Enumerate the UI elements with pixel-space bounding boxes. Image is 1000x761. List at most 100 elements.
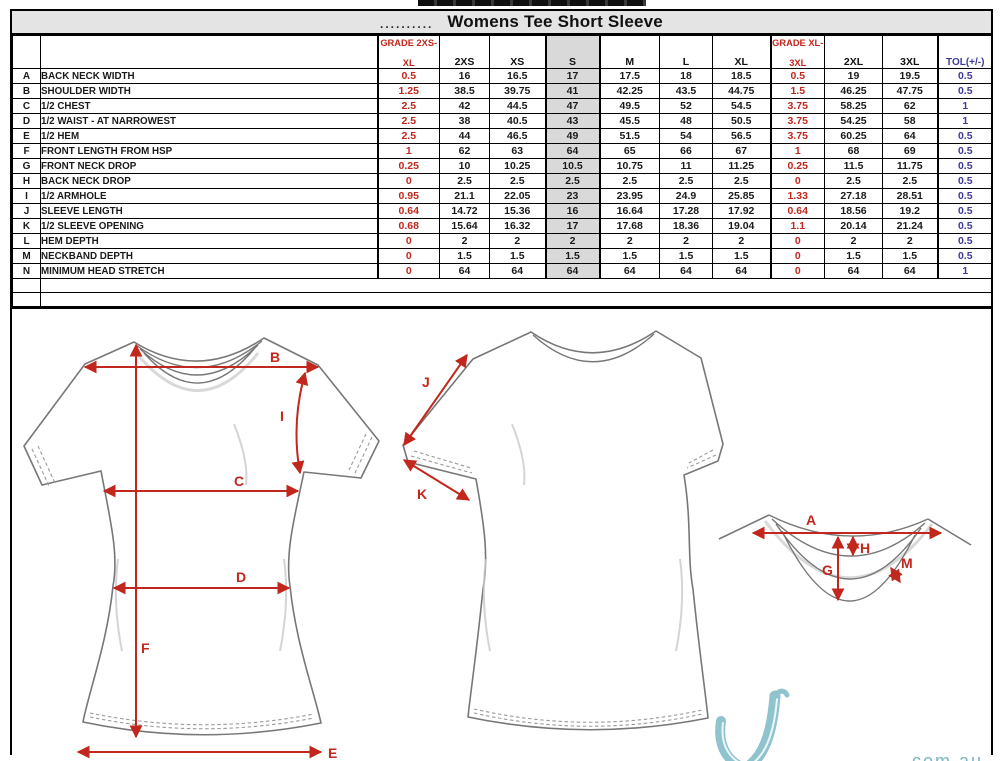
size-value-cell: 1.5 — [882, 248, 938, 264]
size-value-cell: 15.36 — [489, 203, 546, 219]
table-row: D 1/2 WAIST - AT NARROWEST 2.5 38 40.5 43 45.5… — [12, 113, 993, 129]
spec-table-empty — [12, 278, 993, 307]
size-value-cell: 18.36 — [659, 218, 713, 234]
grade-high-line1: GRADE XL- — [772, 38, 824, 48]
size-value-cell: 2.5 — [712, 173, 771, 189]
size-value-cell: 2.5 — [599, 173, 660, 189]
size-value-cell: 27.18 — [824, 188, 883, 204]
tolerance-cell: 0.5 — [936, 128, 993, 144]
size-value-cell: 56.5 — [712, 128, 771, 144]
row-letter-cell: L — [12, 233, 41, 249]
table-row: E 1/2 HEM 2.5 44 46.5 49 51.5 54 56.5 3.75 60.25 64… — [12, 128, 993, 144]
size-value-cell: 15.64 — [439, 218, 490, 234]
grade-high-cell: 1.5 — [769, 83, 825, 99]
size-value-cell: 23 — [544, 188, 601, 204]
size-value-cell: 16 — [544, 203, 601, 219]
front-tee-drawing: B C D F E I — [23, 337, 380, 761]
header-size-l: L — [659, 35, 713, 69]
label-D: D — [236, 569, 246, 585]
header-name — [40, 35, 378, 69]
header-size-s: S — [544, 35, 601, 69]
size-value-cell: 64 — [544, 143, 601, 159]
size-value-cell: 1.5 — [489, 248, 546, 264]
size-value-cell: 64 — [544, 263, 601, 279]
neckband-line — [781, 530, 916, 602]
row-letter-cell: G — [12, 158, 41, 174]
size-value-cell: 17 — [544, 68, 601, 84]
size-value-cell: 64 — [489, 263, 546, 279]
title-bar: .......... Womens Tee Short Sleeve — [12, 11, 991, 35]
size-value-cell: 69 — [882, 143, 938, 159]
label-G: G — [822, 562, 833, 578]
size-value-cell: 22.05 — [489, 188, 546, 204]
size-value-cell: 11.5 — [824, 158, 883, 174]
size-value-cell: 49 — [544, 128, 601, 144]
size-value-cell: 10.25 — [489, 158, 546, 174]
measurement-name-cell: 1/2 SLEEVE OPENING — [40, 218, 378, 234]
size-value-cell: 17.5 — [599, 68, 660, 84]
size-value-cell: 20.14 — [824, 218, 883, 234]
size-value-cell: 11.75 — [882, 158, 938, 174]
grade-low-line2: XL — [402, 58, 415, 68]
size-value-cell: 39.75 — [489, 83, 546, 99]
redacted-logo-strip — [418, 0, 646, 6]
size-value-cell: 62 — [882, 98, 938, 114]
grade-low-cell: 0 — [376, 173, 440, 189]
grade-low-cell: 0.95 — [376, 188, 440, 204]
grade-high-cell: 1.33 — [769, 188, 825, 204]
size-value-cell: 64 — [882, 128, 938, 144]
row-letter-cell: K — [12, 218, 41, 234]
size-value-cell: 66 — [659, 143, 713, 159]
size-value-cell: 62 — [439, 143, 490, 159]
grade-low-cell: 0.64 — [376, 203, 440, 219]
grade-high-cell: 0.5 — [769, 68, 825, 84]
size-value-cell: 64 — [439, 263, 490, 279]
tolerance-cell: 0.5 — [936, 173, 993, 189]
grade-high-cell: 3.75 — [769, 98, 825, 114]
table-row: C 1/2 CHEST 2.5 42 44.5 47 49.5 52 54.5 3.75 58.25… — [12, 98, 993, 114]
size-value-cell: 19.5 — [882, 68, 938, 84]
collar-line — [139, 344, 259, 376]
size-value-cell: 17 — [544, 218, 601, 234]
tolerance-cell: 0.5 — [936, 248, 993, 264]
row-letter-cell: J — [12, 203, 41, 219]
size-value-cell: 2.5 — [544, 173, 601, 189]
empty-letter-cell — [12, 278, 41, 293]
tolerance-cell: 0.5 — [936, 233, 993, 249]
size-value-cell: 44 — [439, 128, 490, 144]
header-letter — [12, 35, 41, 69]
header-grade-high: GRADE XL- 3XL — [769, 35, 825, 69]
size-value-cell: 41 — [544, 83, 601, 99]
label-C: C — [234, 473, 244, 489]
label-J: J — [422, 374, 430, 390]
label-F: F — [141, 640, 150, 656]
label-I: I — [280, 408, 284, 424]
size-value-cell: 43 — [544, 113, 601, 129]
grade-low-cell: 0.25 — [376, 158, 440, 174]
size-value-cell: 2 — [824, 233, 883, 249]
grade-high-cell: 3.75 — [769, 128, 825, 144]
grade-high-cell: 0 — [769, 248, 825, 264]
size-value-cell: 45.5 — [599, 113, 660, 129]
grade-high-cell: 0.25 — [769, 158, 825, 174]
size-value-cell: 16.64 — [599, 203, 660, 219]
size-value-cell: 46.25 — [824, 83, 883, 99]
measurement-name-cell: SLEEVE LENGTH — [40, 203, 378, 219]
size-value-cell: 16.5 — [489, 68, 546, 84]
grade-high-cell: 0 — [769, 173, 825, 189]
row-letter-cell: A — [12, 68, 41, 84]
measure-arrow-I — [291, 371, 309, 475]
size-value-cell: 21.24 — [882, 218, 938, 234]
grade-high-cell: 3.75 — [769, 113, 825, 129]
neckband-line — [775, 523, 922, 580]
size-value-cell: 1.5 — [439, 248, 490, 264]
size-value-cell: 43.5 — [659, 83, 713, 99]
size-value-cell: 1.5 — [712, 248, 771, 264]
label-E: E — [328, 745, 337, 761]
label-M: M — [901, 555, 913, 571]
empty-row — [12, 292, 993, 307]
row-letter-cell: M — [12, 248, 41, 264]
watermark-domain: .com.au — [905, 751, 983, 761]
grade-low-cell: 0 — [376, 248, 440, 264]
measurement-name-cell: NECKBAND DEPTH — [40, 248, 378, 264]
